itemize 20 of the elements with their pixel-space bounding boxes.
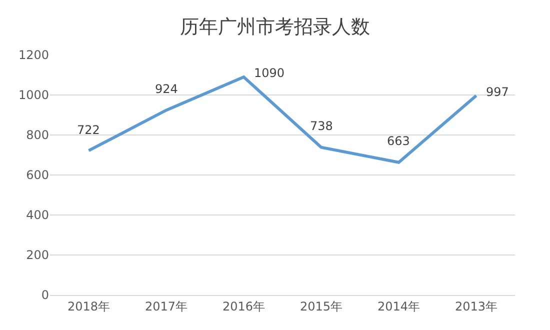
y-tick-label: 0: [41, 288, 49, 302]
data-label: 738: [310, 119, 333, 133]
y-tick-label: 400: [26, 208, 49, 222]
y-tick-label: 1000: [18, 88, 49, 102]
y-tick-label: 600: [26, 168, 49, 182]
chart-title: 历年广州市考招录人数: [180, 16, 370, 38]
x-tick-label: 2016年: [222, 299, 266, 314]
x-tick-label: 2013年: [454, 299, 498, 314]
x-tick-label: 2018年: [67, 299, 110, 314]
data-label: 722: [77, 123, 100, 137]
x-tick-label: 2017年: [144, 299, 188, 314]
data-label: 924: [155, 82, 178, 96]
x-tick-label: 2015年: [300, 299, 343, 314]
x-tick-label: 2014年: [377, 299, 420, 314]
y-tick-label: 200: [26, 248, 49, 262]
data-label: 997: [486, 85, 509, 99]
y-tick-label: 800: [26, 128, 49, 142]
y-tick-label: 1200: [18, 48, 49, 62]
data-label: 663: [387, 134, 410, 148]
data-label: 1090: [254, 66, 285, 80]
